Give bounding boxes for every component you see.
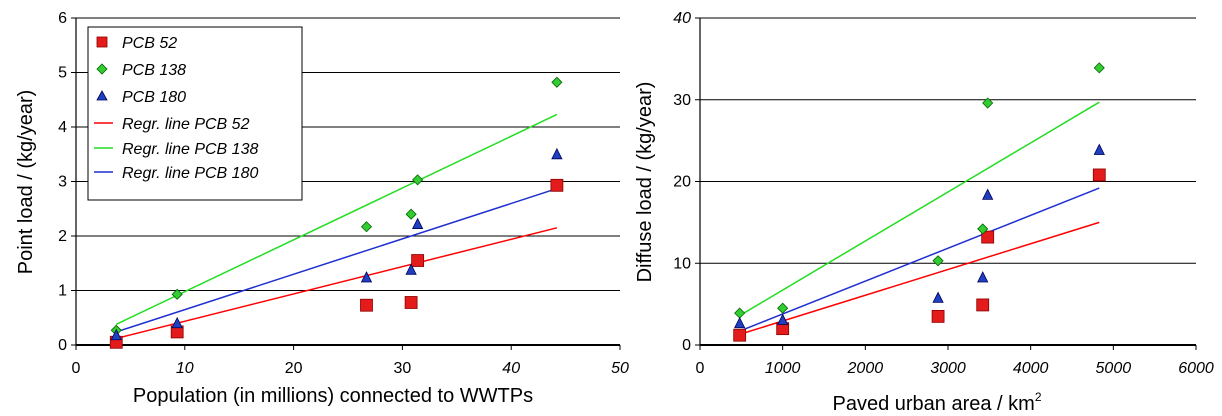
right-point-pcb-52 (1092, 168, 1106, 182)
left-x-tick-label: 30 (394, 360, 412, 377)
left-y-tick-label: 2 (58, 228, 67, 245)
legend: PCB 52 PCB 138 PCB 180 Regr. line PCB 52… (87, 26, 303, 201)
right-regr-line-pcb-52 (739, 221, 1100, 336)
right-point-pcb-180 (777, 313, 789, 325)
legend-box (87, 26, 303, 201)
legend-label-pcb-52: PCB 52 (122, 35, 177, 52)
legend-marker-pcb-138 (96, 63, 108, 75)
right-point-pcb-52 (931, 309, 945, 323)
right-y-tick-label: 10 (673, 255, 691, 272)
left-plot-area: 0 1 2 3 4 5 6 0 10 20 30 40 50 (58, 10, 629, 377)
right-y-tick-label: 40 (673, 10, 691, 27)
left-regr-line-pcb-138 (115, 113, 558, 325)
right-point-pcb-138 (1093, 62, 1105, 74)
right-x-tick-label: 4000 (1013, 360, 1049, 377)
left-x-axis-label: Population (in millions) connected to WW… (133, 385, 533, 407)
left-x-tick-label: 20 (285, 360, 303, 377)
right-point-pcb-52 (733, 328, 747, 342)
right-x-axis-label: Paved urban area / km2 (832, 390, 1041, 415)
legend-marker-pcb-52 (96, 36, 108, 48)
right-y-axis-label: Diffuse load / (kg/year) (634, 82, 656, 283)
right-point-pcb-138 (734, 307, 746, 319)
left-x-tick-label: 10 (176, 360, 194, 377)
left-regr-line-pcb-180 (116, 187, 558, 333)
left-point-pcb-52 (360, 298, 373, 312)
right-x-tick-label: 2000 (847, 360, 884, 377)
right-y-tick-label: 0 (682, 337, 691, 354)
right-point-pcb-180 (734, 316, 746, 329)
right-x-tick-label: 3000 (930, 360, 966, 377)
right-point-pcb-138 (977, 223, 989, 235)
right-plot-area: 0 10 20 30 40 0 1000 2000 3000 4000 5000 6000 (673, 10, 1214, 377)
right-point-pcb-138 (777, 302, 789, 314)
left-point-pcb-52 (404, 296, 418, 309)
right-point-pcb-138 (932, 255, 944, 267)
left-y-tick-label: 4 (58, 119, 67, 136)
legend-label-regr-138: Regr. line PCB 138 (122, 141, 258, 158)
right-x-tick-label: 0 (696, 360, 705, 377)
right-point-pcb-138 (982, 97, 994, 109)
right-point-pcb-180 (982, 188, 994, 200)
legend-label-pcb-138: PCB 138 (122, 62, 186, 79)
right-regr-line-pcb-138 (739, 101, 1100, 317)
left-point-pcb-180 (405, 263, 417, 275)
right-point-pcb-180 (977, 271, 989, 283)
legend-label-regr-52: Regr. line PCB 52 (122, 116, 250, 133)
right-x-tick-label: 6000 (1178, 360, 1214, 377)
left-regr-line-pcb-52 (116, 227, 558, 340)
left-x-tick-label: 50 (611, 360, 629, 377)
left-y-tick-label: 0 (58, 337, 67, 354)
left-y-tick-label: 5 (58, 65, 67, 82)
left-y-tick-label: 6 (58, 10, 67, 27)
left-point-pcb-138 (551, 76, 563, 88)
legend-marker-pcb-180 (96, 90, 108, 101)
right-point-pcb-52 (981, 230, 995, 244)
left-x-tick-label: 0 (72, 360, 81, 377)
right-x-axis-label-text: Paved urban area / km (832, 393, 1034, 415)
left-point-pcb-138 (360, 221, 373, 233)
left-point-pcb-52 (550, 178, 564, 192)
left-y-tick-label: 3 (58, 174, 67, 191)
left-point-pcb-138 (171, 288, 183, 300)
legend-label-regr-180: Regr. line PCB 180 (122, 165, 258, 182)
left-point-pcb-180 (360, 271, 373, 283)
left-point-pcb-180 (171, 316, 183, 329)
right-x-tick-label: 5000 (1096, 360, 1132, 377)
right-y-tick-label: 30 (673, 92, 691, 109)
left-y-tick-label: 1 (58, 283, 67, 300)
right-point-pcb-52 (976, 298, 990, 312)
right-point-pcb-180 (932, 291, 944, 303)
left-point-pcb-52 (411, 254, 425, 267)
right-regr-line-pcb-180 (739, 187, 1100, 332)
right-point-pcb-180 (1093, 143, 1105, 155)
right-y-tick-label: 20 (673, 174, 691, 191)
left-point-pcb-138 (405, 208, 417, 220)
right-x-tick-label: 1000 (765, 360, 801, 377)
right-x-axis-label-superscript: 2 (1035, 390, 1042, 404)
left-point-pcb-180 (551, 147, 563, 160)
diffuse-load-chart: 0 10 20 30 40 0 1000 2000 3000 4000 5000 6000 Diffu… (634, 10, 1214, 415)
left-y-axis-label: Point load / (kg/year) (15, 90, 37, 275)
left-x-tick-label: 40 (502, 360, 520, 377)
left-point-pcb-180 (411, 217, 424, 229)
left-point-pcb-138 (412, 174, 424, 186)
legend-label-pcb-180: PCB 180 (122, 89, 186, 106)
point-load-chart: 0 1 2 3 4 5 6 0 10 20 30 40 50 Point load / (kg/year… (15, 10, 629, 407)
left-point-pcb-180 (110, 328, 122, 341)
